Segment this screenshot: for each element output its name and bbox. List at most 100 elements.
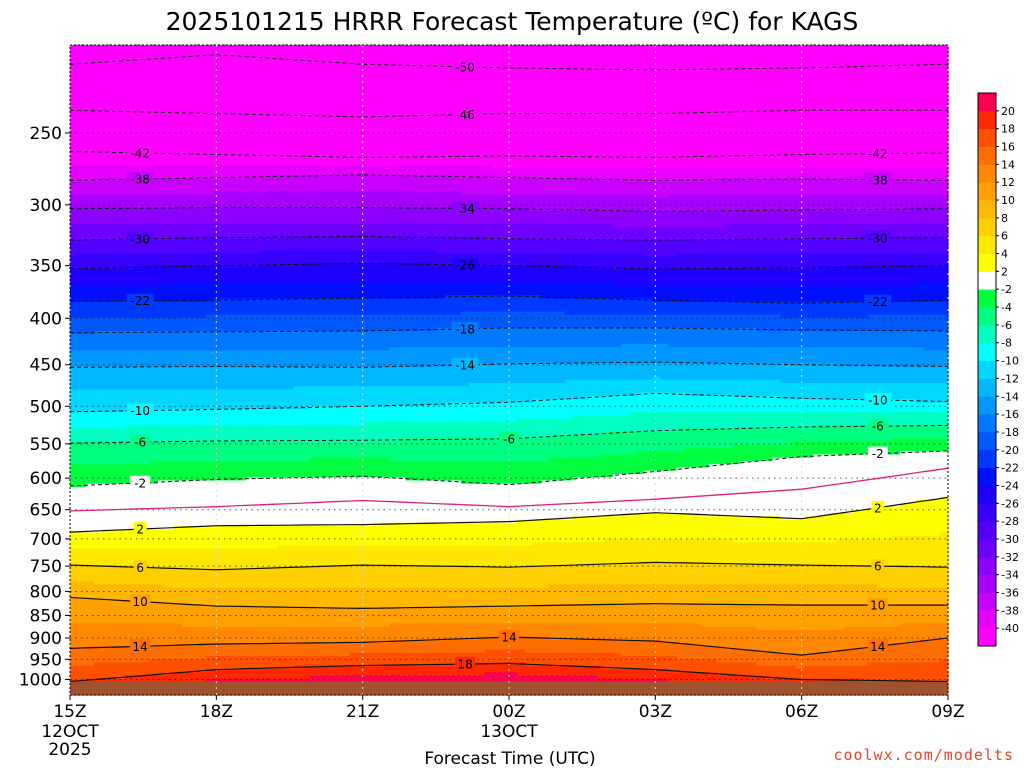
temperature-cell — [125, 623, 135, 628]
temperature-cell — [109, 233, 119, 238]
temperature-cell — [109, 194, 119, 199]
temperature-cell — [109, 80, 119, 85]
temperature-cell — [70, 58, 79, 62]
temperature-cell — [101, 464, 111, 469]
temperature-cell — [70, 461, 79, 465]
temperature-cell — [109, 285, 119, 290]
temperature-cell — [109, 197, 119, 202]
temperature-cell — [101, 431, 111, 436]
temperature-cell — [101, 457, 111, 462]
temperature-cell — [93, 210, 103, 215]
temperature-cell — [93, 581, 103, 586]
temperature-cell — [109, 256, 119, 261]
temperature-cell — [125, 168, 135, 173]
temperature-cell — [70, 516, 79, 521]
temperature-cell — [85, 509, 95, 514]
temperature-cell — [101, 353, 111, 358]
temperature-cell — [101, 246, 111, 251]
temperature-cell — [77, 545, 87, 550]
temperature-cell — [117, 259, 127, 264]
temperature-cell — [133, 139, 143, 144]
temperature-cell — [101, 84, 111, 88]
temperature-cell — [109, 639, 119, 644]
temperature-cell — [125, 353, 135, 358]
temperature-cell — [85, 561, 95, 566]
temperature-cell — [93, 587, 103, 592]
temperature-cell — [93, 561, 103, 566]
temperature-cell — [117, 214, 127, 218]
temperature-cell — [125, 67, 135, 72]
temperature-cell — [117, 347, 127, 352]
temperature-cell — [85, 535, 95, 540]
temperature-cell — [85, 194, 95, 199]
temperature-cell — [77, 93, 87, 98]
temperature-cell — [70, 467, 79, 472]
temperature-cell — [109, 574, 119, 579]
temperature-cell — [77, 337, 87, 342]
temperature-cell — [93, 314, 103, 319]
temperature-cell — [117, 591, 127, 595]
temperature-cell — [109, 529, 119, 534]
temperature-cell — [117, 97, 127, 101]
temperature-cell — [70, 418, 79, 423]
temperature-cell — [101, 383, 111, 387]
temperature-cell — [85, 610, 95, 615]
temperature-cell — [117, 197, 127, 202]
temperature-cell — [117, 334, 127, 339]
temperature-cell — [109, 220, 119, 225]
temperature-cell — [125, 669, 135, 673]
temperature-cell — [77, 574, 87, 579]
temperature-cell — [101, 295, 111, 300]
temperature-cell — [77, 171, 87, 176]
temperature-cell — [77, 405, 87, 410]
temperature-cell — [93, 402, 103, 407]
temperature-cell — [93, 324, 103, 329]
temperature-cell — [77, 353, 87, 358]
temperature-cell — [133, 184, 143, 189]
temperature-cell — [93, 149, 103, 153]
temperature-cell — [109, 337, 119, 342]
temperature-cell — [125, 516, 135, 521]
temperature-cell — [70, 178, 79, 183]
temperature-cell — [125, 363, 135, 368]
temperature-cell — [101, 236, 111, 241]
temperature-cell — [70, 454, 79, 459]
temperature-cell — [109, 487, 119, 491]
temperature-cell — [109, 305, 119, 309]
temperature-cell — [117, 223, 127, 228]
temperature-cell — [125, 435, 135, 439]
temperature-cell — [125, 454, 135, 459]
temperature-cell — [101, 142, 111, 147]
temperature-cell — [70, 620, 79, 625]
temperature-cell — [85, 669, 95, 673]
temperature-cell — [70, 165, 79, 170]
temperature-cell — [101, 659, 111, 664]
temperature-cell — [93, 435, 103, 439]
temperature-cell — [85, 223, 95, 228]
temperature-cell — [109, 587, 119, 592]
temperature-cell — [85, 344, 95, 348]
temperature-cell — [125, 457, 135, 462]
temperature-cell — [133, 142, 143, 147]
temperature-cell — [85, 236, 95, 241]
temperature-cell — [70, 552, 79, 556]
temperature-cell — [133, 327, 143, 332]
temperature-cell — [133, 80, 143, 85]
temperature-cell — [77, 539, 87, 543]
temperature-cell — [117, 126, 127, 131]
temperature-cell — [109, 386, 119, 391]
temperature-cell — [85, 191, 95, 196]
temperature-cell — [117, 399, 127, 404]
temperature-cell — [77, 295, 87, 300]
temperature-cell — [125, 331, 135, 335]
temperature-cell — [70, 45, 79, 49]
temperature-cell — [93, 175, 103, 179]
temperature-cell — [93, 298, 103, 303]
temperature-cell — [125, 552, 135, 556]
temperature-cell — [101, 626, 111, 631]
temperature-cell — [70, 308, 79, 313]
temperature-cell — [125, 500, 135, 504]
temperature-cell — [70, 204, 79, 209]
temperature-cell — [125, 503, 135, 508]
temperature-cell — [77, 136, 87, 140]
